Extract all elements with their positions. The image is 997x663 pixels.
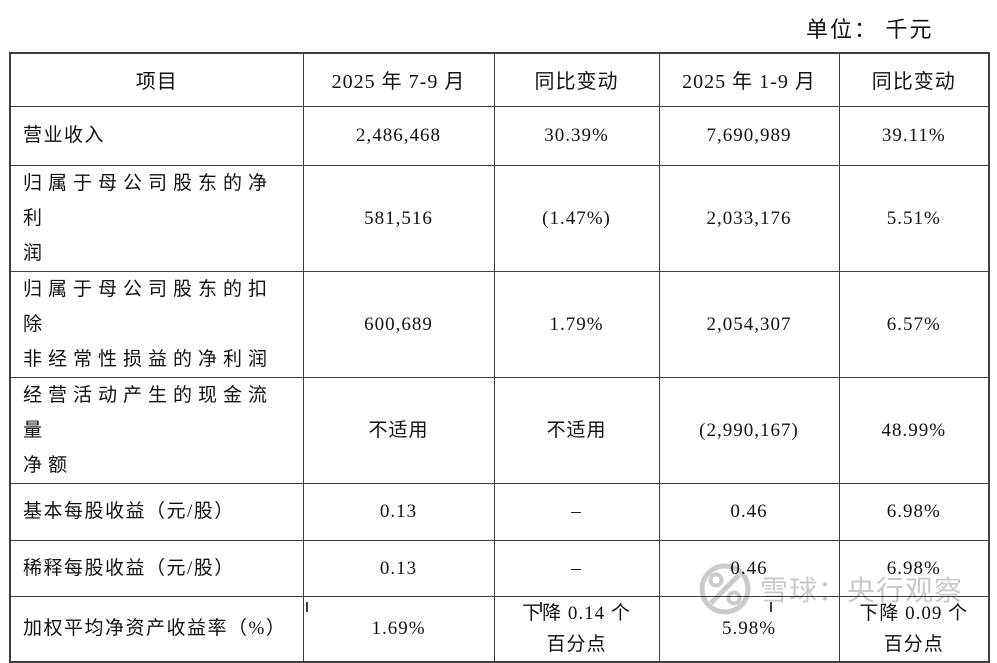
row-item-label: 归属于母公司股东的扣除 非经常性损益的净利润 xyxy=(9,270,304,378)
row-value-cell: 2,033,176 xyxy=(658,164,840,272)
table-row: 归属于母公司股东的净利润 581,516 (1.47%) 2,033,176 5.51% xyxy=(9,164,990,272)
unit-label: 单位： 千元 xyxy=(806,17,934,42)
column-divider-stub xyxy=(540,602,542,612)
row-value-cell: 2,486,468 xyxy=(302,105,495,166)
quarterly-financials-table: 项目 2025 年 7-9 月 同比变动 2025 年 1-9 月 同比变动 营… xyxy=(9,52,990,663)
row-item-label: 基本每股收益（元/股） xyxy=(9,482,304,541)
table-row: 归属于母公司股东的扣除 非经常性损益的净利润 600,689 1.79% 2,054,3… xyxy=(9,270,990,378)
col-header-yoy-change-9m: 同比变动 xyxy=(838,52,990,107)
row-value-cell: 39.11% xyxy=(838,105,990,166)
row-value-cell: 581,516 xyxy=(302,164,495,272)
row-value-cell: 0.46 xyxy=(658,539,840,597)
row-value-cell: 0.46 xyxy=(658,482,840,541)
row-item-label: 营业收入 xyxy=(9,105,304,166)
row-value-cell: 2,054,307 xyxy=(658,270,840,378)
col-header-q3-2025: 2025 年 7-9 月 xyxy=(302,52,495,107)
row-value-cell: (2,990,167) xyxy=(658,376,840,484)
col-header-yoy-change-q3: 同比变动 xyxy=(493,52,660,107)
col-header-item: 项目 xyxy=(9,52,304,107)
row-value-cell: 0.13 xyxy=(302,539,495,597)
row-value-cell: 不适用 xyxy=(493,376,660,484)
row-value-cell: – xyxy=(493,482,660,541)
row-value-cell: 6.57% xyxy=(838,270,990,378)
column-divider-stub xyxy=(770,602,772,612)
row-value-cell: 0.13 xyxy=(302,482,495,541)
row-item-label: 经营活动产生的现金流量 净额 xyxy=(9,376,304,484)
row-value-cell: – xyxy=(493,539,660,597)
column-divider-stub xyxy=(9,602,11,612)
table-header-row: 项目 2025 年 7-9 月 同比变动 2025 年 1-9 月 同比变动 xyxy=(9,52,990,107)
table-body: 营业收入 2,486,468 30.39% 7,690,989 39.11% 归属于母公司… xyxy=(9,105,990,662)
row-item-label: 稀释每股收益（元/股） xyxy=(9,539,304,597)
row-value-cell: 5.51% xyxy=(838,164,990,272)
row-value-cell: 48.99% xyxy=(838,376,990,484)
row-value-cell: 30.39% xyxy=(493,105,660,166)
row-item-label: 归属于母公司股东的净利润 xyxy=(9,164,304,272)
row-value-cell: (1.47%) xyxy=(493,164,660,272)
column-divider-stub xyxy=(306,602,308,612)
row-value-cell: 1.79% xyxy=(493,270,660,378)
row-value-cell: 7,690,989 xyxy=(658,105,840,166)
row-value-cell: 600,689 xyxy=(302,270,495,378)
row-value-cell: 6.98% xyxy=(838,539,990,597)
row-value-cell: 不适用 xyxy=(302,376,495,484)
table-row: 经营活动产生的现金流量 净额 不适用 不适用 (2,990,167) 48.99% xyxy=(9,376,990,484)
table-row: 基本每股收益（元/股） 0.13–0.46 6.98% xyxy=(9,482,990,541)
table-row: 营业收入 2,486,468 30.39% 7,690,989 39.11% xyxy=(9,105,990,166)
truncated-next-table-row xyxy=(9,602,988,612)
col-header-9m-2025: 2025 年 1-9 月 xyxy=(658,52,840,107)
table-row: 稀释每股收益（元/股） 0.13–0.46 6.98% xyxy=(9,539,990,597)
row-value-cell: 6.98% xyxy=(838,482,990,541)
